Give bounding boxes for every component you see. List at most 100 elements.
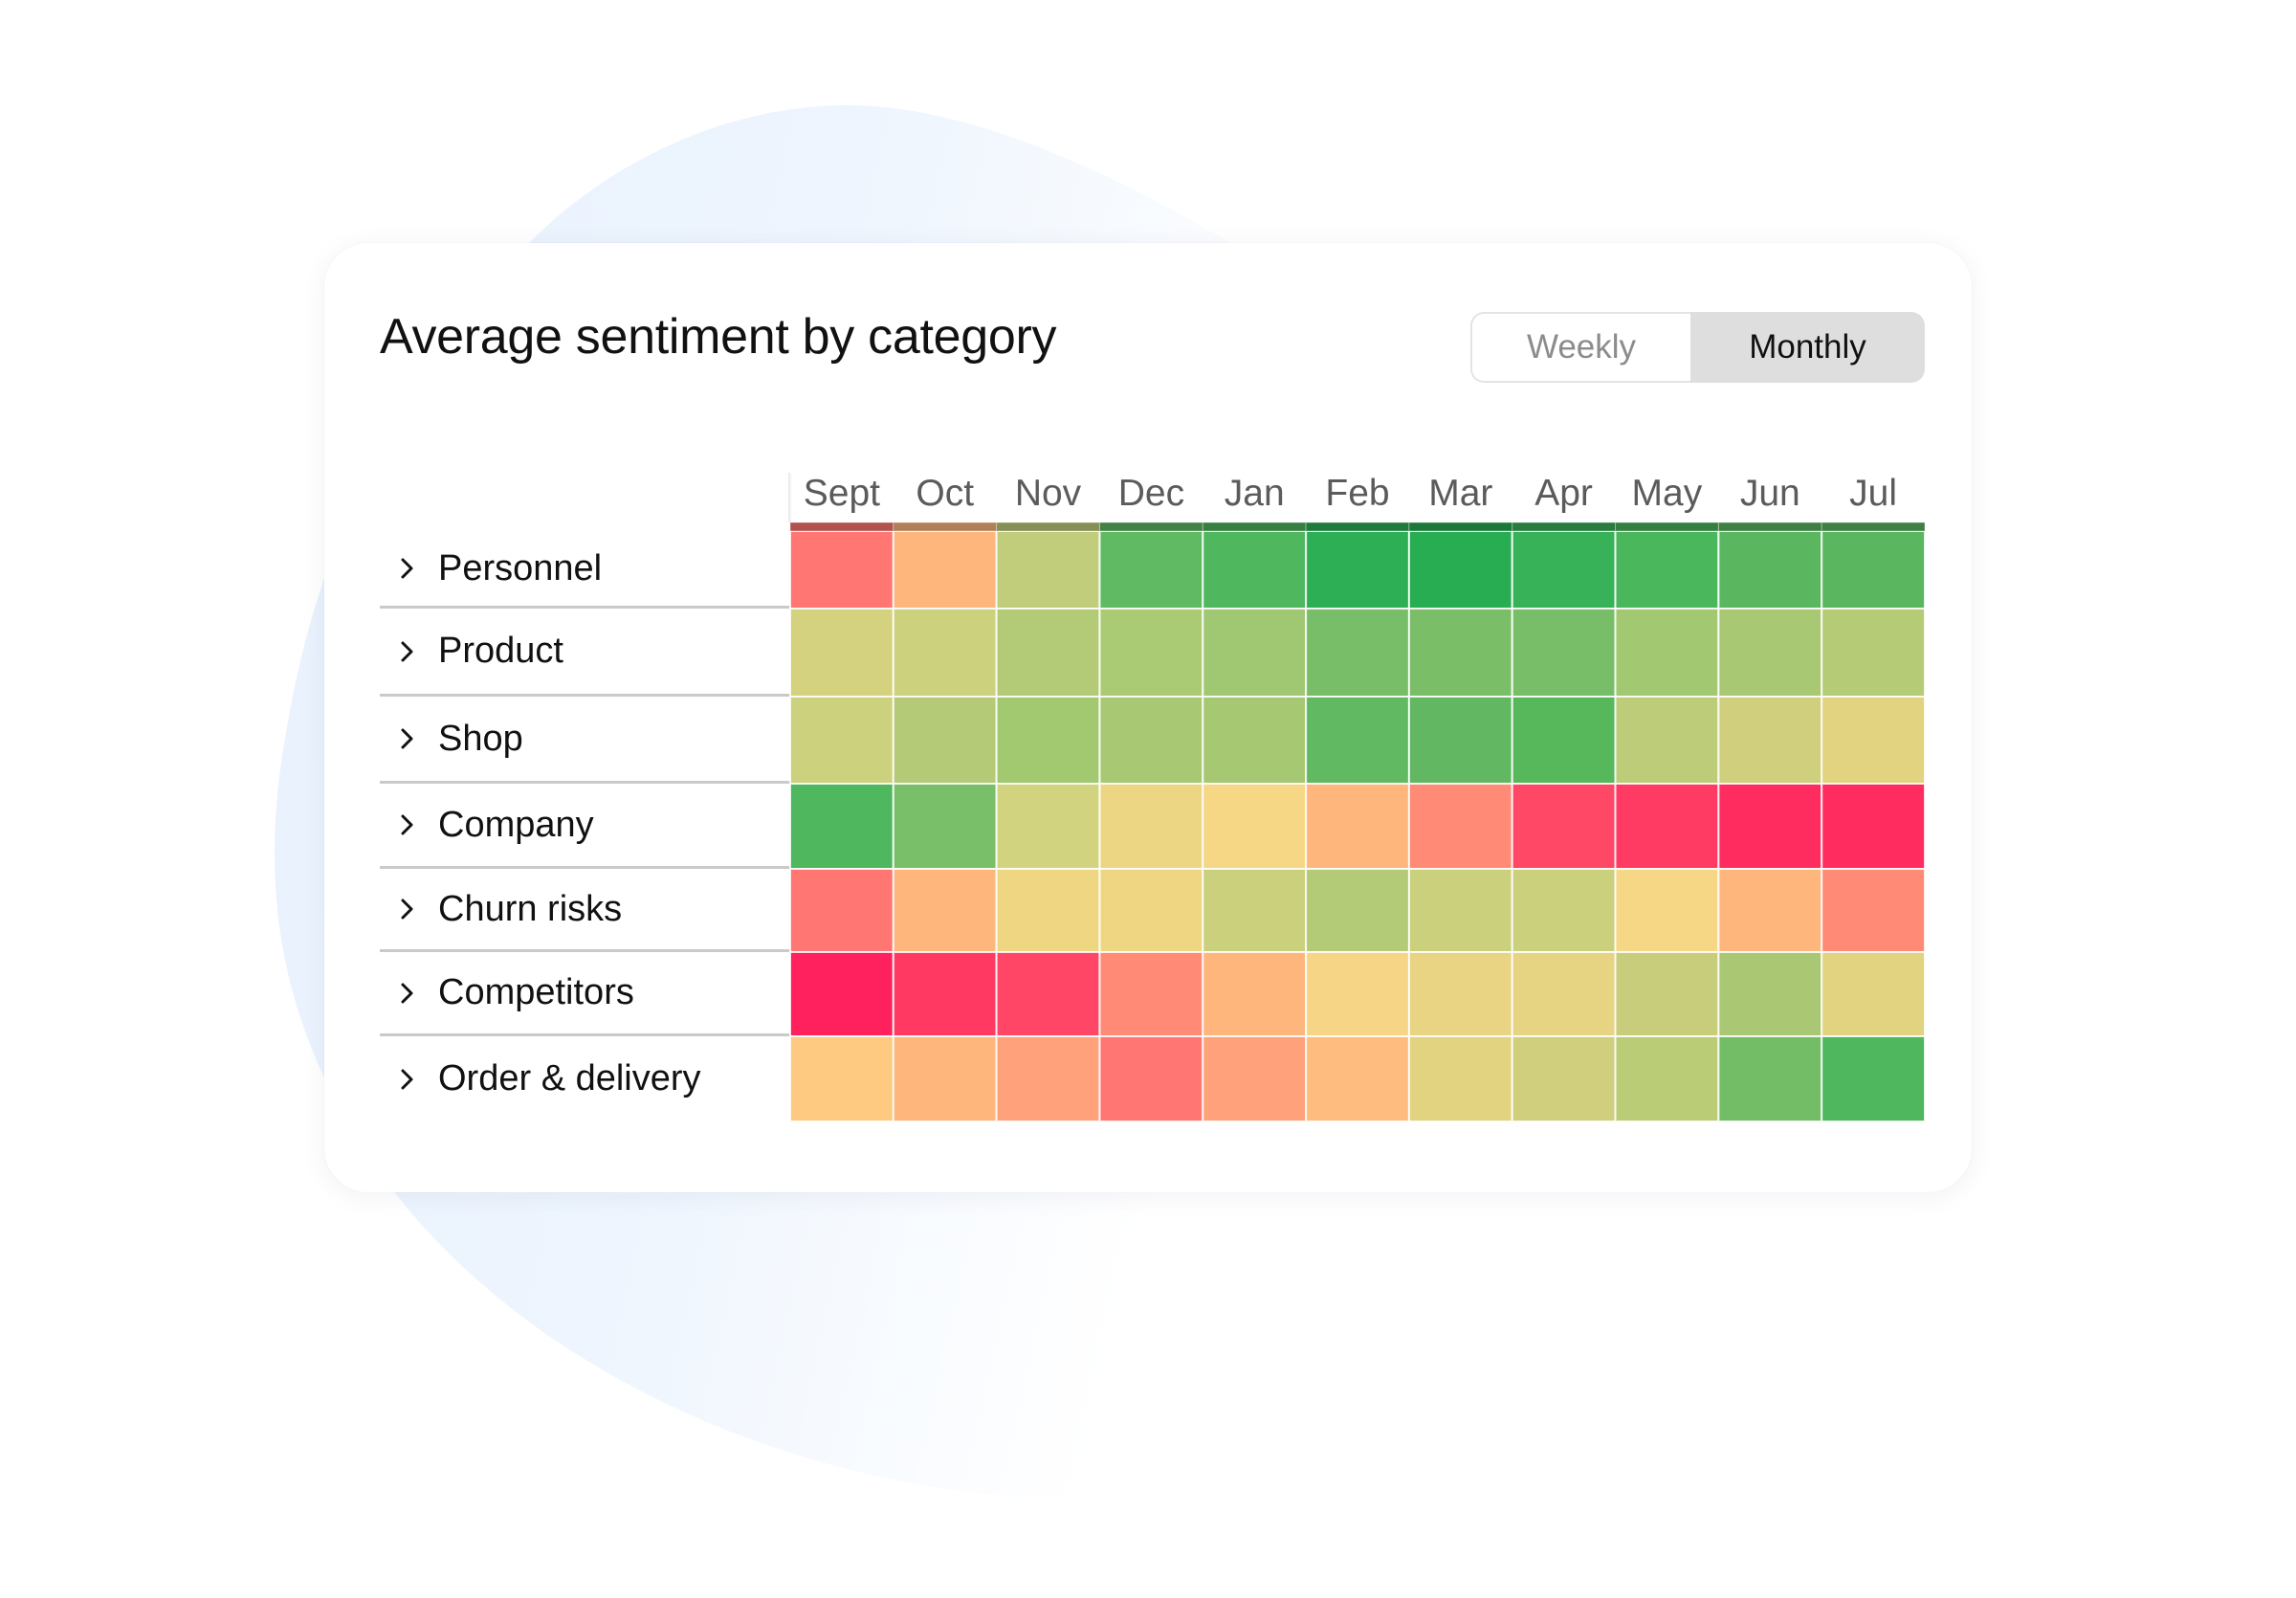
month-label: Nov [1014, 473, 1082, 514]
heatmap-cell[interactable] [1821, 530, 1926, 610]
heatmap-cell[interactable] [1098, 696, 1204, 785]
heatmap-cell[interactable] [1821, 1035, 1926, 1122]
heatmap-cell[interactable] [892, 608, 998, 698]
heatmap-cell[interactable] [1511, 1035, 1617, 1122]
category-row[interactable]: Competitors [380, 952, 790, 1036]
heatmap-cell[interactable] [1614, 530, 1720, 610]
category-row[interactable]: Churn risks [380, 869, 790, 952]
heatmap-cell[interactable] [1717, 868, 1823, 953]
heatmap-cell[interactable] [1717, 608, 1823, 698]
toggle-weekly-button[interactable]: Weekly [1470, 312, 1690, 383]
heatmap-cell[interactable] [1407, 1035, 1513, 1122]
heatmap-cell[interactable] [1202, 951, 1308, 1037]
heatmap-cell[interactable] [1821, 696, 1926, 785]
heatmap-cell[interactable] [1098, 868, 1204, 953]
toggle-monthly-button[interactable]: Monthly [1690, 312, 1925, 383]
header-divider [788, 473, 792, 522]
heatmap-cell[interactable] [1098, 783, 1204, 870]
chevron-right-icon[interactable] [393, 637, 422, 666]
heatmap-cell[interactable] [995, 696, 1101, 785]
chart-title: Average sentiment by category [380, 309, 1057, 365]
heatmap-cell[interactable] [892, 1035, 998, 1122]
category-row[interactable]: Product [380, 609, 790, 697]
heatmap-cell[interactable] [1202, 696, 1308, 785]
heatmap-cell[interactable] [995, 1035, 1101, 1122]
heatmap-cell[interactable] [995, 951, 1101, 1037]
heatmap-cell[interactable] [1305, 951, 1410, 1037]
month-label: Mar [1428, 473, 1493, 514]
heatmap-cell[interactable] [1305, 530, 1410, 610]
heatmap-cell[interactable] [1407, 868, 1513, 953]
chevron-right-icon[interactable] [393, 895, 422, 923]
heatmap-cell[interactable] [892, 696, 998, 785]
heatmap-cell[interactable] [1202, 530, 1308, 610]
heatmap-cell[interactable] [789, 951, 894, 1037]
heatmap-cell[interactable] [1614, 951, 1720, 1037]
heatmap-cell[interactable] [1614, 696, 1720, 785]
chevron-right-icon[interactable] [393, 810, 422, 839]
heatmap-cell[interactable] [1511, 783, 1617, 870]
heatmap-cell[interactable] [1717, 696, 1823, 785]
heatmap-cell[interactable] [1305, 783, 1410, 870]
heatmap-cell[interactable] [1098, 1035, 1204, 1122]
chevron-right-icon[interactable] [393, 554, 422, 583]
category-label: Company [438, 804, 594, 845]
heatmap-cell[interactable] [789, 1035, 894, 1122]
heatmap-cell[interactable] [1511, 951, 1617, 1037]
heatmap-cell[interactable] [1614, 1035, 1720, 1122]
heatmap-cell[interactable] [1614, 783, 1720, 870]
category-row[interactable]: Company [380, 784, 790, 869]
heatmap-cell[interactable] [1202, 868, 1308, 953]
heatmap-cell[interactable] [1614, 608, 1720, 698]
heatmap-cell[interactable] [1305, 868, 1410, 953]
heatmap-cell[interactable] [892, 530, 998, 610]
category-row[interactable]: Order & delivery [380, 1036, 790, 1121]
heatmap-cell[interactable] [995, 530, 1101, 610]
heatmap-cell[interactable] [1511, 868, 1617, 953]
heatmap-cell[interactable] [995, 868, 1101, 953]
heatmap-cell[interactable] [1717, 783, 1823, 870]
heatmap-cell[interactable] [892, 868, 998, 953]
heatmap-cell[interactable] [892, 783, 998, 870]
heatmap-cell[interactable] [995, 783, 1101, 870]
heatmap-cell[interactable] [892, 951, 998, 1037]
heatmap-cell[interactable] [1407, 530, 1513, 610]
category-row[interactable]: Personnel [380, 531, 790, 609]
heatmap-cell[interactable] [1407, 783, 1513, 870]
heatmap-cell[interactable] [789, 783, 894, 870]
heatmap-cell[interactable] [1407, 951, 1513, 1037]
heatmap-cell[interactable] [1821, 951, 1926, 1037]
heatmap-cell[interactable] [1614, 868, 1720, 953]
chevron-right-icon[interactable] [393, 1065, 422, 1094]
heatmap-cell[interactable] [1098, 951, 1204, 1037]
heatmap-cell[interactable] [1511, 608, 1617, 698]
category-row[interactable]: Shop [380, 697, 790, 784]
heatmap-cell[interactable] [1098, 608, 1204, 698]
heatmap-cell[interactable] [789, 608, 894, 698]
heatmap-cell[interactable] [1717, 1035, 1823, 1122]
heatmap-cell[interactable] [1511, 696, 1617, 785]
heatmap-cell[interactable] [789, 696, 894, 785]
heatmap-cell[interactable] [789, 530, 894, 610]
heatmap-cell[interactable] [1305, 696, 1410, 785]
heatmap-cell[interactable] [1717, 530, 1823, 610]
month-label: Dec [1117, 473, 1185, 514]
heatmap-cell[interactable] [789, 868, 894, 953]
chevron-right-icon[interactable] [393, 979, 422, 1008]
chevron-right-icon[interactable] [393, 724, 422, 753]
heatmap-cell[interactable] [995, 608, 1101, 698]
heatmap-cell[interactable] [1202, 1035, 1308, 1122]
period-toggle[interactable]: Weekly Monthly [1470, 312, 1925, 383]
heatmap-cell[interactable] [1821, 608, 1926, 698]
heatmap-cell[interactable] [1305, 608, 1410, 698]
heatmap-cell[interactable] [1407, 608, 1513, 698]
heatmap-cell[interactable] [1098, 530, 1204, 610]
heatmap-cell[interactable] [1511, 530, 1617, 610]
heatmap-cell[interactable] [1717, 951, 1823, 1037]
heatmap-cell[interactable] [1407, 696, 1513, 785]
heatmap-cell[interactable] [1305, 1035, 1410, 1122]
heatmap-cell[interactable] [1821, 868, 1926, 953]
heatmap-cell[interactable] [1202, 783, 1308, 870]
heatmap-cell[interactable] [1821, 783, 1926, 870]
heatmap-cell[interactable] [1202, 608, 1308, 698]
